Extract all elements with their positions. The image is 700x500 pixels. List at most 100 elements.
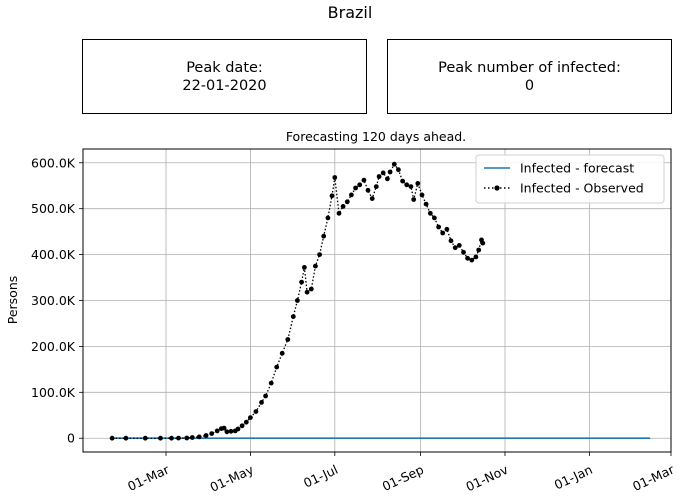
y-axis-label: Persons	[5, 276, 20, 325]
y-tick-label: 600.0K	[31, 155, 76, 170]
y-tick-label: 100.0K	[31, 385, 76, 400]
observed-point	[452, 245, 458, 251]
observed-point	[274, 364, 280, 370]
observed-point	[209, 431, 215, 436]
observed-point	[461, 249, 466, 255]
observed-point	[423, 201, 429, 207]
figure-title: Brazil	[327, 3, 373, 22]
observed-point	[176, 435, 181, 441]
observed-point	[456, 243, 462, 248]
observed-point	[109, 435, 115, 441]
observed-point	[465, 255, 470, 261]
x-tick-label: 01-May	[208, 462, 257, 495]
observed-point	[221, 425, 227, 431]
observed-point	[243, 419, 249, 425]
observed-point	[196, 434, 202, 440]
observed-point	[391, 161, 397, 167]
observed-point	[184, 435, 190, 441]
observed-point	[239, 423, 245, 429]
observed-point	[304, 289, 310, 295]
y-tick-label: 500.0K	[31, 201, 76, 216]
observed-point	[263, 393, 268, 399]
legend-forecast-label: Infected - forecast	[520, 161, 634, 176]
y-tick-label: 200.0K	[31, 339, 76, 354]
observed-point	[427, 210, 433, 216]
observed-point	[408, 184, 414, 190]
observed-point	[253, 409, 259, 414]
x-tick-label: 01-Jul	[301, 462, 340, 491]
observed-point	[400, 178, 405, 184]
y-tick-label: 300.0K	[31, 293, 76, 308]
observed-point	[325, 215, 331, 221]
observed-point	[295, 298, 300, 303]
observed-point	[419, 192, 425, 198]
x-tick-label: 01-Mar	[125, 461, 172, 494]
observed-point	[248, 415, 253, 420]
chart-title: Forecasting 120 days ahead.	[286, 129, 466, 144]
peak-infected-label: Peak number of infected:	[438, 59, 621, 76]
observed-point	[290, 314, 296, 319]
observed-point	[235, 426, 241, 432]
observed-point	[332, 175, 338, 180]
legend: Infected - forecast Infected - Observed	[475, 154, 665, 204]
observed-point	[432, 215, 437, 221]
observed-point	[285, 337, 291, 342]
legend-frame	[475, 154, 665, 204]
observed-point	[448, 238, 454, 244]
observed-point	[385, 176, 390, 182]
observed-point	[357, 182, 363, 188]
observed-point	[340, 204, 346, 209]
observed-point	[329, 193, 335, 199]
observed-point	[158, 435, 163, 441]
observed-point	[404, 182, 410, 188]
observed-point	[302, 265, 307, 270]
peak-infected-value: 0	[524, 77, 535, 94]
observed-point	[203, 433, 209, 438]
observed-point	[353, 185, 358, 191]
observed-point	[480, 240, 486, 246]
observed-point	[317, 252, 322, 257]
observed-point	[411, 197, 417, 202]
observed-point	[268, 380, 274, 386]
peak-date-label: Peak date:	[186, 59, 263, 76]
observed-point	[415, 181, 421, 186]
observed-point	[361, 177, 367, 183]
observed-point	[373, 184, 379, 190]
observed-point	[313, 263, 318, 269]
observed-point	[123, 435, 129, 441]
observed-point	[387, 169, 393, 175]
peak-date-value: 22-01-2020	[182, 77, 267, 94]
observed-point	[436, 224, 441, 230]
observed-point	[444, 226, 450, 232]
observed-point	[169, 435, 174, 441]
observed-point	[336, 210, 342, 216]
observed-point	[440, 230, 446, 236]
observed-point	[376, 174, 382, 179]
observed-point	[469, 257, 475, 263]
observed-point	[396, 167, 401, 173]
x-tick-label: 01-Nov	[463, 462, 510, 495]
observed-point	[365, 187, 371, 193]
observed-point	[189, 435, 195, 440]
observed-point	[369, 196, 375, 202]
legend-observed-label: Infected - Observed	[520, 181, 644, 196]
peak-infected-box: Peak number of infected: 0	[387, 39, 672, 114]
observed-point	[228, 428, 234, 434]
y-tick-label: 0	[67, 431, 75, 446]
legend-observed-marker	[494, 185, 500, 191]
observed-point	[321, 233, 327, 239]
observed-point	[380, 170, 386, 176]
observed-point	[308, 286, 314, 292]
x-tick-label: 01-Jan	[552, 462, 595, 493]
x-tick-label: 01-Mar	[630, 461, 677, 494]
observed-point	[299, 279, 304, 285]
observed-point	[476, 247, 482, 253]
observed-point	[344, 199, 350, 205]
observed-point	[224, 429, 230, 435]
x-tick-label: 01-Sep	[380, 462, 426, 494]
observed-point	[473, 254, 479, 260]
observed-point	[349, 192, 354, 198]
observed-point	[259, 400, 264, 405]
axes: 01-Mar 01-May 01-Jul 01-Sep 01-Nov 01-Jan 01-M…	[31, 155, 677, 495]
